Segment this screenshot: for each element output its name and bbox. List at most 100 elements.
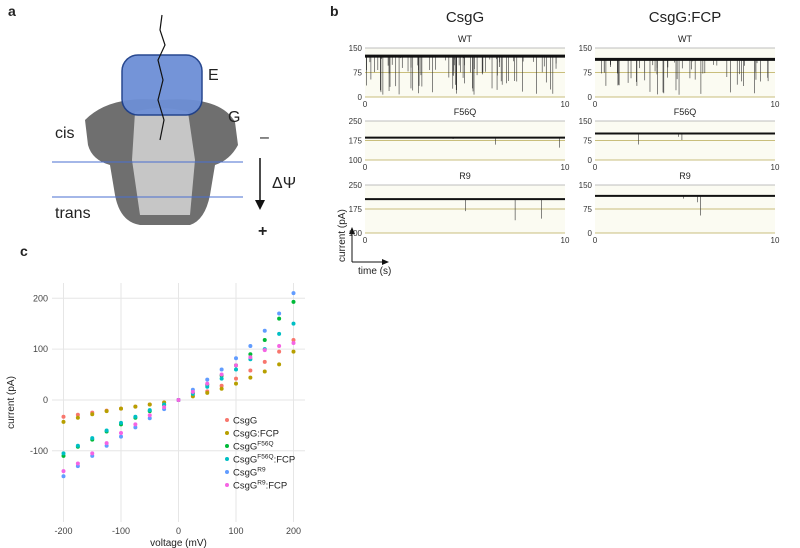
legend-text: F56Q [257, 454, 273, 461]
point [277, 331, 282, 336]
point [248, 344, 253, 349]
point [205, 377, 210, 382]
trace-y-tick: 250 [349, 117, 363, 126]
point [219, 376, 224, 381]
point [205, 381, 210, 386]
point [277, 344, 282, 349]
point [234, 376, 238, 381]
point [277, 316, 282, 321]
point [190, 389, 195, 394]
legend-text: R9 [257, 467, 266, 474]
trace-x-tick: 10 [561, 236, 570, 245]
point [248, 368, 253, 373]
point [133, 425, 138, 430]
label-minus: – [260, 129, 269, 146]
y-tick-label: 100 [33, 344, 48, 354]
point [219, 386, 224, 391]
x-tick-label: -100 [112, 526, 130, 536]
label-trans: trans [55, 205, 91, 222]
column-title: CsgG [446, 9, 484, 26]
trace-x-tick: 10 [771, 236, 780, 245]
trace-x-tick: 0 [363, 100, 368, 109]
trace-x-tick: 0 [363, 236, 368, 245]
trace-title: F56Q [454, 107, 477, 117]
trace-y-tick: 100 [349, 156, 363, 165]
trace-y-tick: 75 [583, 205, 592, 214]
point [90, 451, 95, 456]
y-tick-label: -100 [30, 446, 48, 456]
point [119, 406, 123, 411]
point [205, 384, 210, 389]
legend-text: CsgG [233, 442, 257, 453]
point [162, 405, 167, 410]
trace-title: WT [678, 34, 692, 44]
y-axis-label: current (pA) [6, 376, 17, 429]
trace-y-label: current (pA) [337, 209, 348, 262]
legend-text: CsgG [233, 468, 257, 479]
trace-y-tick: 150 [579, 44, 593, 53]
point [61, 419, 66, 424]
point [277, 349, 282, 354]
label-g: G [228, 109, 240, 126]
point [176, 397, 181, 402]
point [119, 420, 123, 425]
trace-y-tick: 75 [583, 137, 592, 146]
legend-entry: CsgGR9 [233, 467, 266, 479]
point [262, 337, 267, 342]
label-e: E [208, 67, 219, 84]
panel-label: b [330, 3, 339, 19]
legend-entry: CsgG [233, 416, 257, 427]
trace-x-tick: 0 [593, 100, 598, 109]
legend-swatch [225, 444, 229, 448]
panel-label: a [8, 3, 16, 19]
trace-y-tick: 150 [579, 181, 593, 190]
point [262, 359, 267, 364]
point [147, 413, 152, 418]
legend-text: CsgG [233, 481, 257, 492]
trace-title: R9 [459, 171, 471, 181]
x-tick-label: 100 [228, 526, 243, 536]
point [277, 311, 282, 316]
trace-y-tick: 75 [583, 69, 592, 78]
point [291, 321, 296, 326]
point [104, 409, 109, 414]
point [90, 412, 95, 417]
point [147, 416, 152, 421]
point [248, 375, 253, 380]
point [234, 356, 238, 361]
point [277, 362, 282, 367]
point [248, 352, 253, 357]
point [90, 436, 95, 441]
point [75, 415, 80, 420]
point [133, 414, 138, 419]
legend-text: CsgG [233, 416, 257, 427]
point [75, 461, 80, 466]
point [291, 299, 296, 304]
point [219, 383, 224, 388]
trace-y-tick: 0 [588, 156, 593, 165]
point [248, 355, 253, 360]
point [262, 328, 267, 333]
trace-x-tick: 0 [593, 236, 598, 245]
point [75, 412, 80, 417]
point [234, 367, 238, 372]
point [219, 372, 224, 377]
trace-y-tick: 150 [579, 117, 593, 126]
trace-title: F56Q [674, 107, 697, 117]
point [291, 337, 296, 342]
legend-swatch [225, 431, 229, 435]
trace-y-tick: 0 [358, 93, 363, 102]
label-potential: ΔΨ [272, 175, 296, 192]
trace-y-tick: 75 [353, 69, 362, 78]
scale-arrows [349, 227, 389, 265]
legend-swatch [225, 483, 229, 487]
y-tick-label: 0 [43, 395, 48, 405]
point [61, 474, 66, 479]
point [262, 369, 267, 374]
trace-x-tick: 10 [561, 100, 570, 109]
x-axis-label: voltage (mV) [150, 538, 207, 548]
trace-x-tick: 0 [593, 163, 598, 172]
trace-y-tick: 175 [349, 205, 363, 214]
